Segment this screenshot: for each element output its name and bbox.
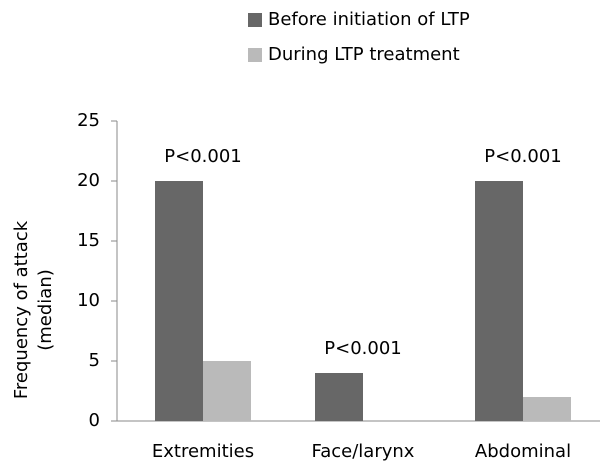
y-tick-label: 15: [77, 230, 100, 251]
x-tick-label: Extremities: [152, 441, 254, 462]
bar: [203, 361, 251, 421]
annotation: P<0.001: [324, 338, 401, 359]
y-tick-label: 5: [89, 350, 100, 371]
y-tick-label: 25: [77, 110, 100, 131]
y-axis-label: (median): [35, 269, 56, 351]
y-tick-label: 0: [89, 410, 100, 431]
bar: [315, 373, 363, 421]
legend-label: Before initiation of LTP: [268, 9, 470, 30]
x-tick-label: Abdominal: [475, 441, 571, 462]
annotation: P<0.001: [484, 146, 561, 167]
x-tick-label: Face/larynx: [312, 441, 415, 462]
legend-swatch: [248, 48, 262, 62]
y-tick-label: 20: [77, 170, 100, 191]
y-axis-label: Frequency of attack: [11, 220, 32, 399]
bar: [523, 397, 571, 421]
bar: [155, 181, 203, 421]
bar: [475, 181, 523, 421]
legend-swatch: [248, 13, 262, 27]
legend-label: During LTP treatment: [268, 44, 460, 65]
annotation: P<0.001: [164, 146, 241, 167]
y-tick-label: 10: [77, 290, 100, 311]
